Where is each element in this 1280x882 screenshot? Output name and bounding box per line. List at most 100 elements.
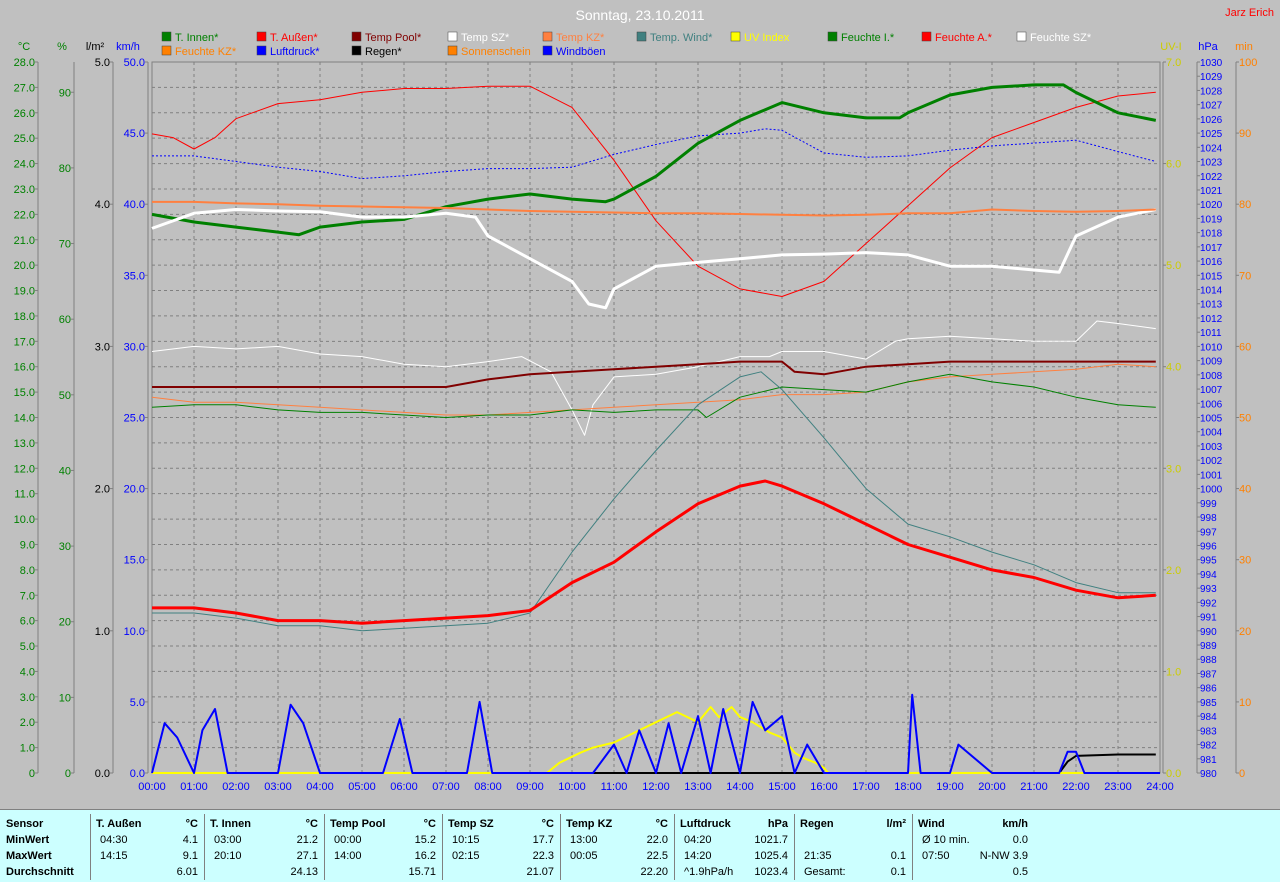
series-line [152,371,1156,632]
tick-label: 0 [1239,768,1245,780]
axis-unit-label: km/h [116,41,140,53]
tick-label: 983 [1200,726,1217,737]
tick-label: 3.0 [95,341,110,353]
x-tick-label: 22:00 [1062,781,1090,793]
stats-column-unit: km/h [1002,818,1028,830]
tick-label: 1.0 [95,626,110,638]
x-tick-label: 10:00 [558,781,586,793]
legend-item: Sonnenschein [447,45,531,58]
tick-label: 1008 [1200,371,1223,382]
stats-row-label: MaxWert [6,850,52,862]
stats-time: 13:00 [570,834,598,846]
legend-swatch [1016,31,1027,42]
tick-label: 9.0 [20,539,35,551]
stats-value: 1023.4 [754,866,788,878]
tick-label: 24.0 [14,159,35,171]
tick-label: 3.0 [1166,463,1181,475]
stats-time: 21:35 [804,850,832,862]
tick-label: 985 [1200,698,1217,709]
tick-label: 7.0 [1166,57,1181,69]
stats-value: 16.2 [414,850,436,862]
tick-label: 17.0 [14,336,35,348]
stats-column: Wind km/h Ø 10 min. 0.0 07:50 N-NW 3.9 0.5 [918,816,1028,882]
tick-label: 15.0 [14,387,35,399]
tick-label: 8.0 [20,565,35,577]
tick-label: 992 [1200,598,1217,609]
tick-label: 1022 [1200,172,1223,183]
stats-column: T. Außen °C 04:30 4.1 14:15 9.1 6.01 [96,816,198,882]
tick-label: 16.0 [14,362,35,374]
stats-value: 27.1 [296,850,318,862]
stats-time: 10:15 [452,834,480,846]
x-tick-label: 16:00 [810,781,838,793]
stats-column-title: Temp Pool [330,818,386,830]
x-tick-label: 06:00 [390,781,418,793]
tick-label: 25.0 [14,133,35,145]
x-axis-labels: 00:00 01:00 02:00 03:00 04:00 05:00 06:00 07:00… [138,781,1174,793]
tick-label: 1001 [1200,470,1223,481]
legend-item: Feuchte A.* [921,31,993,44]
tick-label: 989 [1200,641,1217,652]
legend-item: Temp. Wind* [636,31,713,44]
tick-label: 20.0 [14,260,35,272]
series-line [152,360,1156,388]
tick-label: 1004 [1200,428,1223,439]
tick-label: 4.0 [95,199,110,211]
tick-label: 1.0 [1166,666,1181,678]
x-tick-label: 09:00 [516,781,544,793]
x-tick-label: 24:00 [1146,781,1174,793]
tick-label: 984 [1200,712,1217,723]
stats-separator [90,814,91,880]
legend-swatch [447,45,458,56]
legend-label: Sonnenschein [461,46,531,58]
stats-value: 17.7 [532,834,554,846]
tick-label: 2.0 [95,484,110,496]
x-tick-label: 12:00 [642,781,670,793]
legend-item: Temp SZ* [447,31,510,44]
tick-label: 1021 [1200,186,1223,197]
tick-label: 15.0 [124,555,145,567]
axis-temp: °C 0 1.0 2.0 3.0 4.0 5.0 6.0 7.0 8.0 9.0 10.0 11.0 12… [14,41,39,780]
tick-label: 1010 [1200,342,1223,353]
tick-label: 23.0 [14,184,35,196]
stats-sensor-column: Sensor MinWert MaxWert Durchschnitt [6,816,92,882]
axis-unit-label: UV-I [1160,41,1181,53]
tick-label: 1012 [1200,314,1223,325]
axis-unit-label: % [57,41,67,53]
tick-label: 1014 [1200,286,1223,297]
stats-separator [794,814,795,880]
stats-time: 14:00 [334,850,362,862]
tick-label: 0 [29,768,35,780]
stats-value: N-NW 3.9 [979,850,1028,862]
stats-column-title: Temp SZ [448,818,494,830]
tick-label: 1002 [1200,456,1223,467]
tick-label: 5.0 [95,57,110,69]
tick-label: 1016 [1200,257,1223,268]
x-tick-label: 20:00 [978,781,1006,793]
stats-column-unit: °C [423,818,436,830]
tick-label: 0.0 [130,768,145,780]
tick-label: 987 [1200,669,1217,680]
tick-label: 5.0 [20,641,35,653]
stats-value: 0.1 [890,866,906,878]
axis-pressure: hPa 980 981 982 983 984 985 986 987 988 989 990 991 9… [1196,41,1223,780]
stats-value: 22.3 [532,850,554,862]
tick-label: 22.0 [14,209,35,221]
x-tick-label: 18:00 [894,781,922,793]
stats-column-unit: l/m² [886,818,906,830]
tick-label: 25.0 [124,413,145,425]
series-line [151,208,1157,310]
legend-label: T. Innen* [175,32,219,44]
series-line [151,320,1156,436]
legend-item: Feuchte KZ* [161,45,237,58]
stats-value: 22.5 [646,850,668,862]
tick-label: 28.0 [14,57,35,69]
tick-label: 20.0 [124,484,145,496]
stats-value: 0.0 [1012,834,1028,846]
tick-label: 1003 [1200,442,1223,453]
tick-label: 0 [65,768,71,780]
stats-value: 6.01 [176,866,198,878]
stats-time: 00:00 [334,834,362,846]
x-tick-label: 07:00 [432,781,460,793]
tick-label: 45.0 [124,128,145,140]
